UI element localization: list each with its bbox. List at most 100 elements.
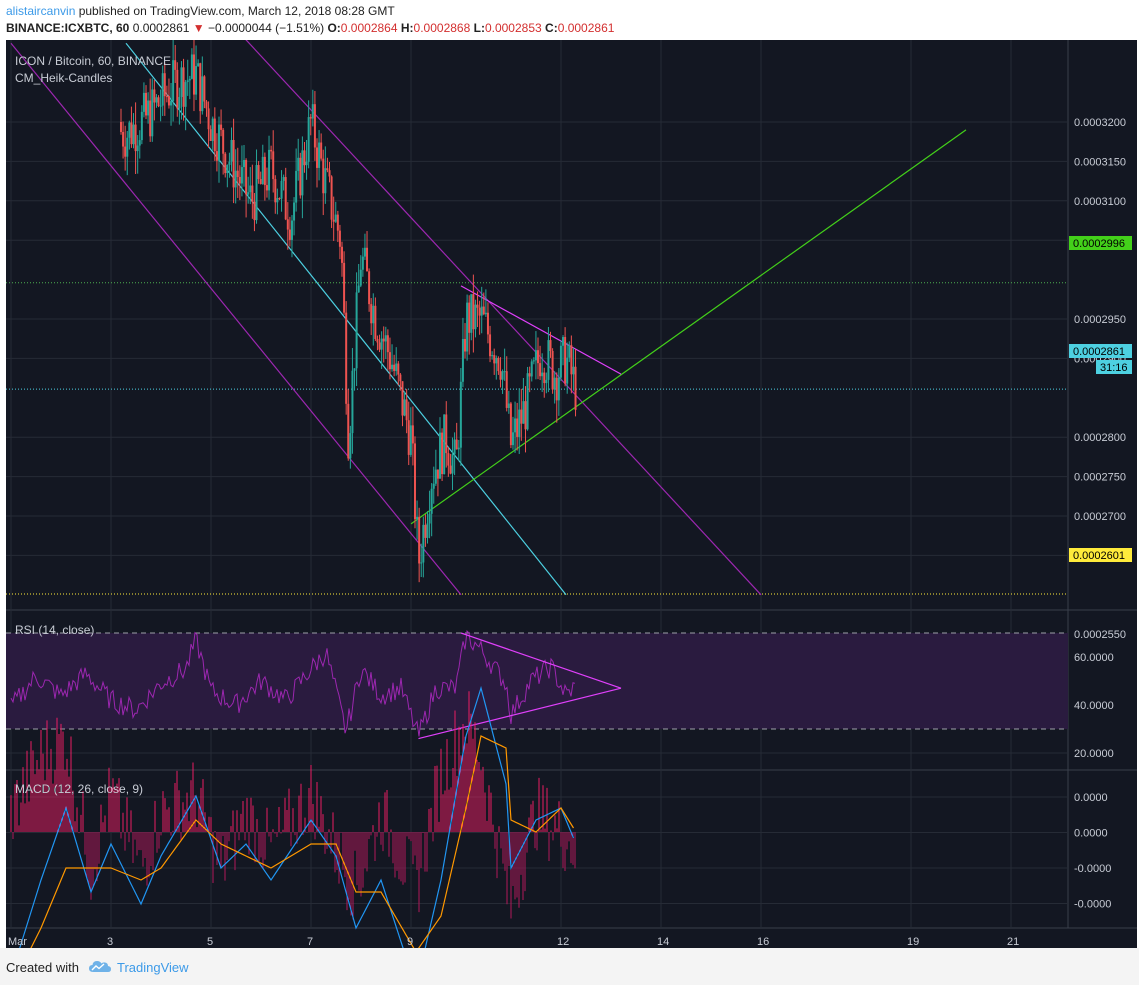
candle-body — [368, 271, 371, 305]
candle-body — [501, 371, 504, 380]
candle-body — [430, 488, 433, 514]
candle-body — [282, 177, 285, 181]
candle-body — [495, 357, 498, 364]
wedge-top-line — [460, 285, 622, 375]
uptrend-line — [410, 129, 967, 525]
candle-body — [449, 465, 452, 474]
candle-body — [272, 151, 275, 180]
candle-body — [157, 97, 160, 106]
candle-body — [464, 338, 467, 352]
macd-line — [10, 685, 575, 985]
candle-body — [172, 60, 175, 102]
candle-body — [428, 513, 431, 524]
macd-tick-label: -0.0000 — [1074, 863, 1111, 875]
author-link[interactable]: alistaircanvin — [6, 4, 76, 18]
channel-lower-line — [10, 42, 462, 596]
candle-body — [255, 165, 258, 221]
candle-body — [559, 345, 562, 378]
rsi-band-fill — [6, 633, 1068, 729]
candle-body — [249, 185, 252, 193]
candle-body — [313, 104, 316, 148]
candle-body — [386, 335, 389, 353]
rsi-wedge-top — [460, 632, 622, 689]
candle-body — [432, 483, 435, 489]
candle-body — [236, 170, 239, 178]
price-tick-label: 0.0002950 — [1074, 314, 1126, 326]
candle-body — [405, 399, 408, 421]
candle-body — [307, 117, 310, 162]
support-price-tag: 0.0002601 — [1069, 548, 1132, 562]
candle-body — [243, 160, 246, 168]
candle-body — [380, 338, 383, 350]
candle-body — [257, 165, 260, 180]
candle-body — [434, 469, 437, 484]
candle-body — [338, 230, 341, 247]
open-value: 0.0002864 — [340, 21, 398, 35]
macd-title: MACD (12, 26, close, 9) — [15, 782, 143, 796]
candle-body — [311, 104, 314, 119]
candle-body — [457, 447, 460, 450]
candle-body — [138, 140, 141, 146]
candle-body — [188, 78, 191, 81]
candle-body — [516, 418, 519, 437]
candle-body — [305, 161, 308, 166]
candle-body — [293, 202, 296, 221]
rsi-tick-label: 40.0000 — [1074, 700, 1114, 712]
candle-body — [232, 139, 235, 188]
candle-body — [170, 101, 173, 106]
candle-body — [201, 76, 204, 112]
candle-body — [134, 124, 137, 152]
candle-body — [505, 371, 508, 408]
candle-body — [332, 219, 335, 222]
candle-body — [247, 192, 250, 195]
candle-body — [541, 372, 544, 377]
rsi-series — [10, 630, 622, 740]
candle-body — [378, 342, 381, 350]
header-publish-line: alistaircanvin published on TradingView.… — [6, 4, 395, 18]
candle-body — [570, 345, 573, 375]
candle-body — [443, 414, 446, 475]
chart-svg[interactable]: Mar 3 5 7 9 12 14 16 19 21 0.0003200 0.0003150 0.000… — [6, 0, 1137, 985]
candle-body — [522, 401, 525, 424]
candle-body — [234, 170, 237, 188]
x-tick-label: 19 — [907, 936, 919, 948]
candle-body — [355, 292, 358, 369]
candle-body — [357, 285, 360, 293]
candle-body — [526, 373, 529, 430]
candle-body — [224, 153, 227, 174]
tradingview-brand-link[interactable]: TradingView — [117, 960, 189, 975]
candle-body — [167, 96, 170, 106]
candle-body — [142, 92, 145, 112]
candle-body — [395, 363, 398, 371]
candle-body — [484, 312, 487, 315]
rsi-tick-label: 60.0000 — [1074, 652, 1114, 664]
high-label: H: — [400, 21, 414, 35]
candle-body — [520, 409, 523, 424]
candle-body — [436, 469, 439, 479]
candle-body — [336, 214, 339, 231]
candle-body — [120, 122, 122, 132]
candle-body — [295, 170, 298, 203]
candle-body — [361, 256, 364, 270]
candle-body — [493, 355, 496, 364]
macd-tick-label: 0.0000 — [1074, 792, 1108, 804]
close-value: 0.0002861 — [557, 21, 615, 35]
candle-body — [413, 443, 416, 520]
chart-panel[interactable]: Mar 3 5 7 9 12 14 16 19 21 0.0003200 0.0003150 0.000… — [6, 0, 1137, 985]
candle-body — [270, 149, 273, 152]
candle-body — [184, 82, 187, 107]
low-value: 0.0002853 — [484, 21, 542, 35]
header-symbol-line: BINANCE:ICXBTC, 60 0.0002861 ▼ −0.000004… — [6, 21, 614, 35]
candle-body — [491, 355, 494, 357]
candles[interactable] — [120, 37, 577, 583]
rsi-tick-label: 20.0000 — [1074, 748, 1114, 760]
macd-tick-label: 0.0000 — [1074, 828, 1108, 840]
candle-body — [163, 73, 166, 97]
x-tick-label: 14 — [657, 936, 669, 948]
candle-body — [511, 432, 514, 446]
channel-upper-line — [208, 0, 762, 596]
candle-body — [197, 63, 200, 67]
candle-body — [384, 335, 387, 342]
candle-body — [284, 177, 287, 220]
candle-body — [393, 364, 396, 371]
